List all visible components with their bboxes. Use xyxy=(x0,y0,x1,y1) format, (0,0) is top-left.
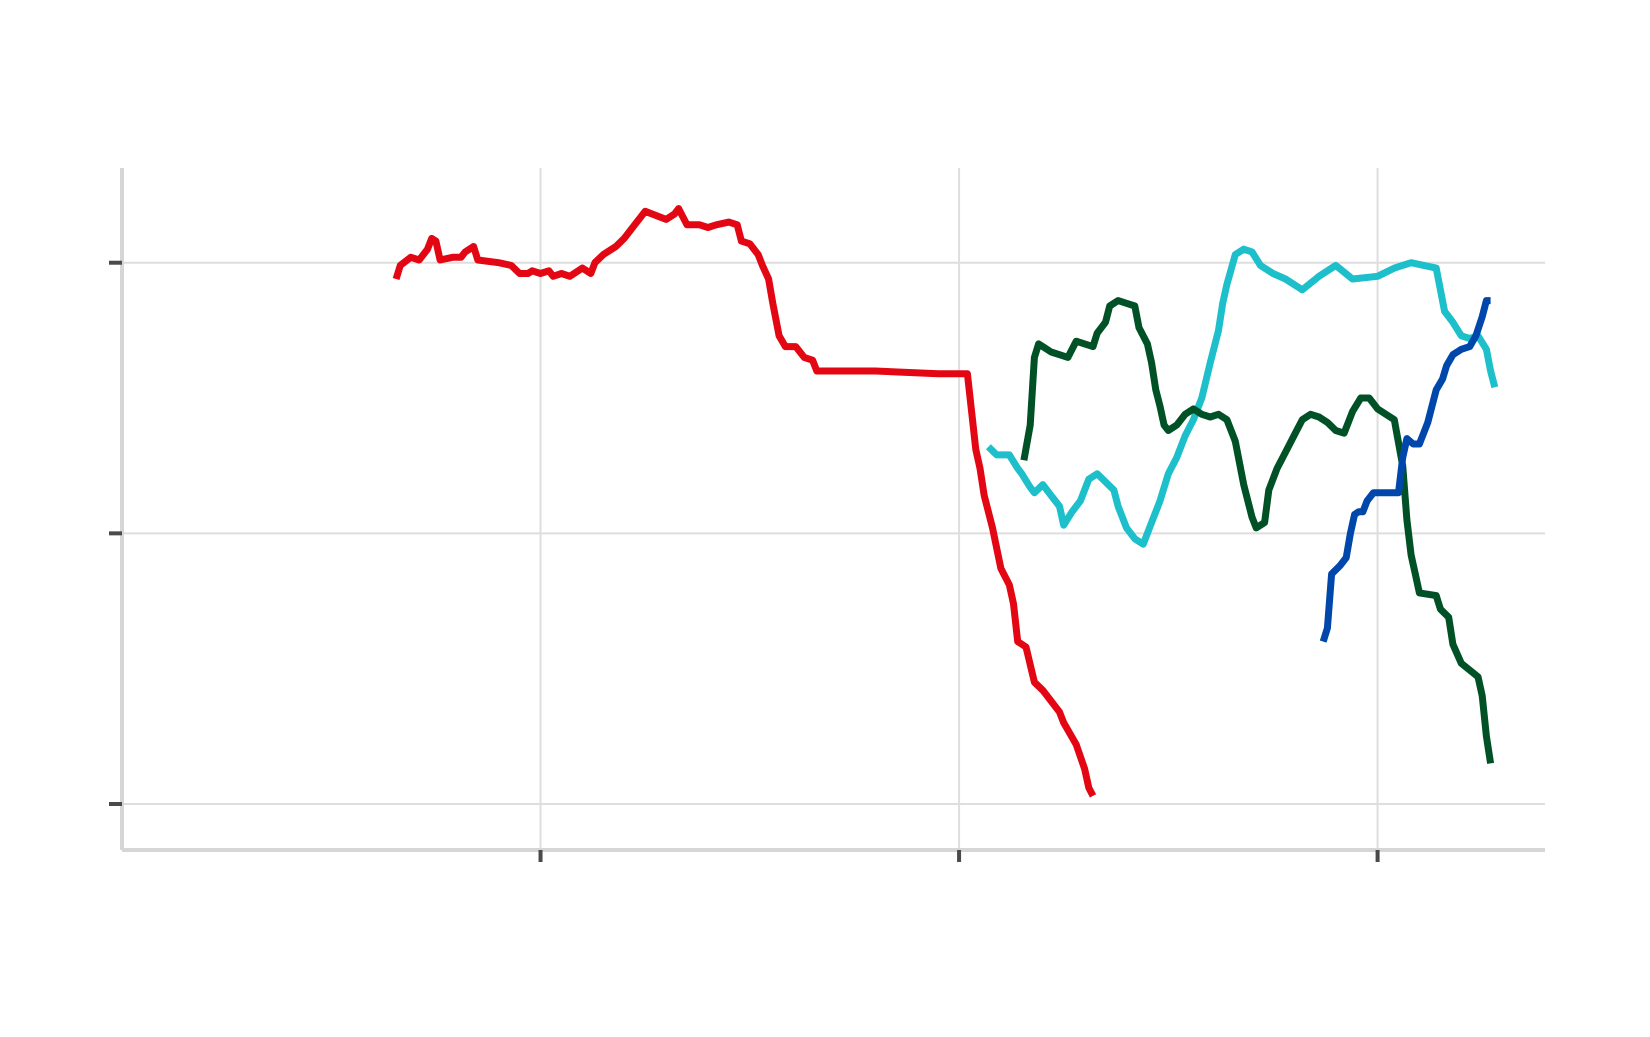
series-line-1 xyxy=(392,205,1097,798)
series-line-3 xyxy=(1020,297,1495,764)
series-line-4 xyxy=(1319,297,1491,643)
series-lines xyxy=(392,205,1499,798)
y-axis-ticks xyxy=(109,260,122,806)
series-line-2 xyxy=(985,245,1499,548)
vertical-gridlines xyxy=(539,168,1379,850)
x-axis-ticks xyxy=(538,850,1380,862)
horizontal-gridlines xyxy=(122,261,1545,805)
